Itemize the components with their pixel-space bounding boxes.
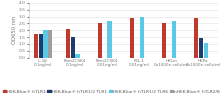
Bar: [98, 23, 102, 58]
Bar: [34, 34, 38, 58]
Bar: [75, 54, 80, 58]
Bar: [48, 30, 52, 58]
Bar: [199, 38, 203, 58]
Bar: [162, 23, 166, 58]
Bar: [139, 17, 144, 58]
Bar: [43, 30, 48, 58]
Bar: [194, 18, 198, 58]
Bar: [38, 34, 43, 58]
Bar: [107, 21, 112, 58]
Bar: [172, 21, 176, 58]
Y-axis label: OD650 nm: OD650 nm: [12, 16, 17, 44]
Legend: HEK-Blue® hTLR1, HEK-Blue® hTLR1/2 TLR1, HEK-Blue® hTLR1/2 TLR6, nHEK-Blue® hTLR: HEK-Blue® hTLR1, HEK-Blue® hTLR1/2 TLR1,…: [3, 90, 220, 93]
Bar: [66, 29, 70, 58]
Bar: [204, 43, 208, 58]
Bar: [130, 18, 134, 58]
Bar: [71, 37, 75, 58]
